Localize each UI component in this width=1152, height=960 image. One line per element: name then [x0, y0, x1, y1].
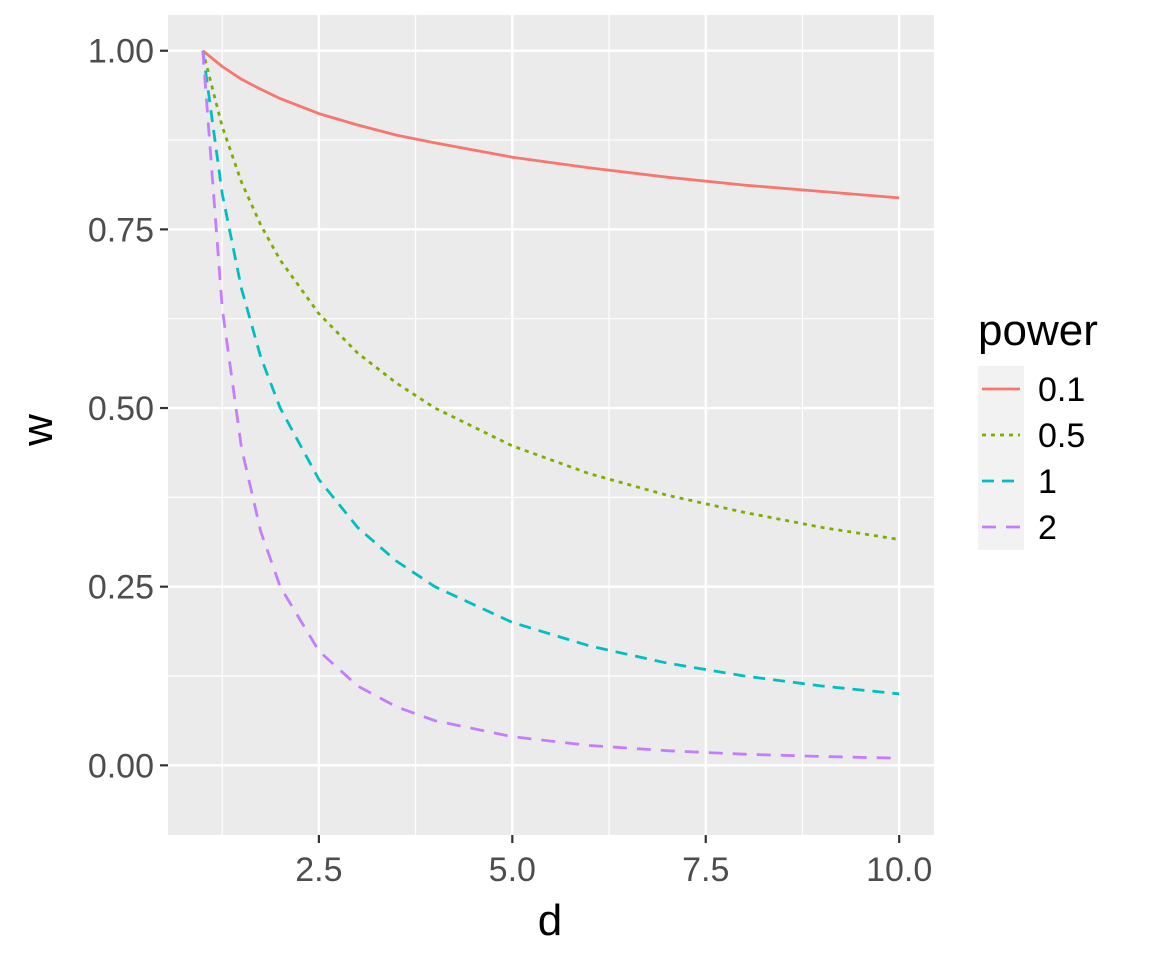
grid-major — [168, 15, 934, 835]
legend-label: 0.5 — [1038, 417, 1085, 455]
legend-title: power — [978, 306, 1098, 355]
y-tick-label: 0.25 — [88, 569, 154, 607]
y-tick-label: 1.00 — [88, 33, 154, 71]
legend-label: 0.1 — [1038, 371, 1085, 409]
y-axis-title: w — [13, 414, 62, 447]
y-tick-label: 0.75 — [88, 211, 154, 249]
x-axis: 2.5 5.0 7.5 10.0 — [295, 835, 932, 889]
legend-label: 1 — [1038, 463, 1057, 501]
legend-label: 2 — [1038, 509, 1057, 547]
y-tick-label: 0.50 — [88, 390, 154, 428]
legend: power 0.1 0.5 1 2 — [978, 306, 1098, 550]
plot-panel — [168, 15, 934, 835]
x-tick-label: 2.5 — [295, 851, 342, 889]
series-line-0.1 — [201, 49, 900, 200]
grid-minor — [168, 15, 934, 835]
y-axis: 0.00 0.25 0.50 0.75 1.00 — [88, 33, 168, 785]
series-layer — [201, 49, 900, 760]
x-tick-label: 7.5 — [682, 851, 729, 889]
y-tick-label: 0.00 — [88, 747, 154, 785]
series-line-2 — [201, 50, 900, 760]
legend-key-background — [978, 366, 1024, 550]
x-tick-label: 5.0 — [489, 851, 536, 889]
x-axis-title: d — [538, 896, 562, 945]
x-tick-label: 10.0 — [866, 851, 932, 889]
series-line-1 — [201, 50, 900, 696]
